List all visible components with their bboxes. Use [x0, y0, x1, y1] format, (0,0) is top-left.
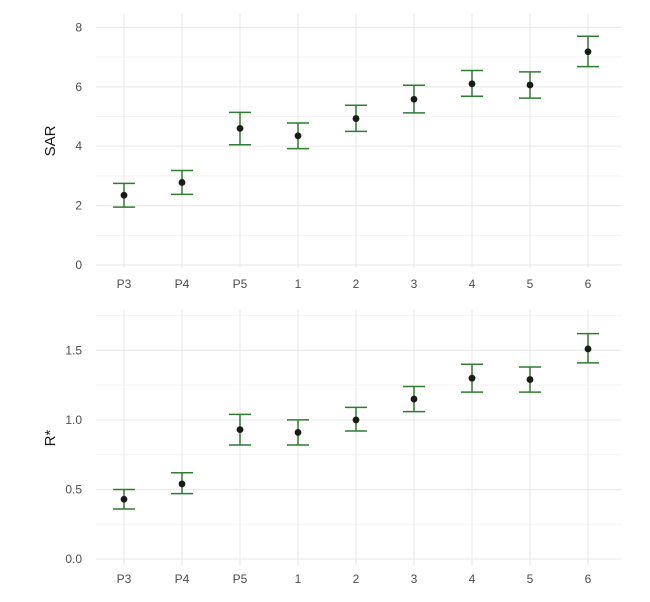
panel-1-data-point: [120, 191, 128, 199]
panel-1-xtick-label: P4: [175, 277, 190, 291]
panel-2-xtick-label: 5: [527, 572, 534, 586]
panel-2-xtick-label: 2: [353, 572, 360, 586]
panel-1-xtick-label: 1: [295, 277, 302, 291]
panel-2-data-point: [120, 495, 128, 503]
panel-1-y-axis-title: SAR: [42, 125, 59, 156]
panel-1-xtick-label: 6: [585, 277, 592, 291]
panel-1-ytick-label: 6: [75, 80, 82, 94]
panel-2-data-point: [352, 416, 360, 424]
panel-1-ytick-label: 2: [75, 199, 82, 213]
panel-2-data-point: [236, 426, 244, 434]
panel-2-data-point: [468, 374, 476, 382]
panel-2-ytick-label: 0.0: [65, 552, 82, 566]
panel-1-xtick-label: 4: [469, 277, 476, 291]
panel-1-ytick-label: 4: [75, 139, 82, 153]
panel-1: 0 2 4 6 8 P3 P4 P5 1 2 3 4 5 6 SAR: [42, 14, 622, 291]
panel-2-xtick-label: 3: [411, 572, 418, 586]
panel-2-xtick-label: 6: [585, 572, 592, 586]
panel-1-xtick-label: 5: [527, 277, 534, 291]
panel-1-data-point: [178, 179, 186, 186]
panel-1-ytick-label: 8: [75, 20, 82, 34]
panel-2-xtick-label: 4: [469, 572, 476, 586]
panel-2-xtick-label: P5: [233, 572, 248, 586]
panel-1-data-point: [294, 132, 302, 140]
panel-1-data-point: [468, 80, 476, 88]
panel-2-data-point: [410, 395, 418, 403]
panel-1-data-point: [584, 48, 592, 56]
panel-2-data-point: [178, 480, 186, 488]
panel-2: 0.0 0.5 1.0 1.5 P3 P4 P5 1 2 3 4 5 6 R*: [42, 310, 622, 586]
panel-2-data-point: [584, 345, 592, 353]
panel-2-data-point: [526, 376, 534, 383]
panel-1-xtick-label: P5: [233, 277, 248, 291]
panel-2-ytick-label: 0.5: [65, 482, 82, 496]
panel-1-data-point: [236, 124, 244, 132]
panel-1-data-point: [352, 115, 360, 122]
panel-1-data-point: [410, 95, 418, 103]
panel-1-xtick-label: 3: [411, 277, 418, 291]
panel-1-ytick-label: 0: [75, 258, 82, 272]
panel-2-ytick-label: 1.5: [65, 343, 82, 357]
panel-2-y-axis-title: R*: [42, 430, 59, 447]
panel-1-xtick-label: 2: [353, 277, 360, 291]
panel-2-xtick-label: P4: [175, 572, 190, 586]
panel-2-ytick-label: 1.0: [65, 413, 82, 427]
panel-1-xtick-label: P3: [117, 277, 132, 291]
panel-2-xtick-label: 1: [295, 572, 302, 586]
panel-2-xtick-label: P3: [117, 572, 132, 586]
panel-2-data-point: [294, 429, 302, 436]
panel-1-data-point: [526, 81, 534, 89]
